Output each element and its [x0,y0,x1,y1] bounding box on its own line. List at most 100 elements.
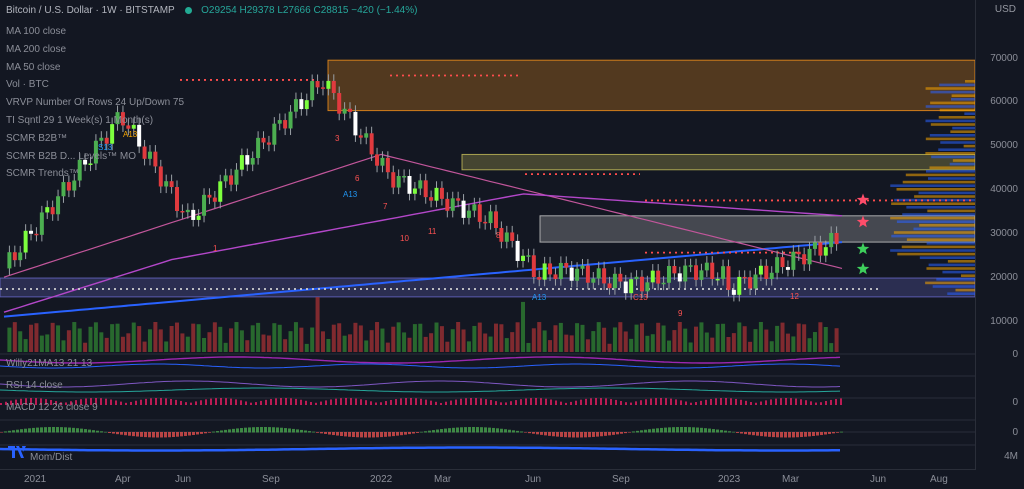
indicator-ma50[interactable]: MA 50 close [6,61,61,73]
volume-bar [180,333,185,352]
volume-bar [310,327,315,352]
mom-bar [464,427,467,433]
macd-hist-bar [670,398,672,405]
macd-hist-bar [75,400,77,405]
candle-body [439,187,444,199]
sequential-label: 3 [335,134,340,143]
macd-hist-bar [695,402,697,405]
mom-bar [384,432,387,437]
mom-bar [408,432,411,435]
volume-bar [223,342,228,352]
volume-profile-bar [926,242,975,245]
currency-button[interactable]: USD [994,4,1016,15]
macd-hist-bar [360,399,362,405]
mom-bar [656,428,659,433]
macd-hist-bar [715,398,717,405]
indicator-scmr-trends[interactable]: SCMR Trends™ [6,168,79,180]
volume-bar [202,337,207,352]
mom-bar [120,432,123,435]
time-label: Sep [262,474,280,485]
mom-bar [224,429,227,433]
mom-bar [552,432,555,437]
volume-bar [164,341,169,352]
candle-body [802,254,807,265]
mom-bar [480,427,483,433]
mom-label[interactable]: Mom/Dist [30,452,73,463]
volume-bar [737,322,742,352]
volume-profile-bar [891,234,975,238]
volume-bar [212,322,217,352]
zone-rect [0,277,976,298]
volume-bar [131,322,136,352]
volume-profile-bar [919,224,975,227]
volume-bar [320,331,325,352]
volume-bar [612,327,617,352]
macd-hist-bar [170,399,172,405]
indicator-ma100[interactable]: MA 100 close [6,26,67,37]
candle-body [61,182,66,197]
candle-body [542,263,547,280]
macd-hist-bar [220,398,222,405]
candle-body [558,262,563,280]
candle-body [391,172,396,188]
candle-body [175,187,180,212]
candle-body [515,240,520,261]
indicator-ma200[interactable]: MA 200 close [6,43,67,55]
candle-body [688,265,693,267]
price-axis[interactable]: USD 70000 60000 50000 40000 30000 20000 … [975,0,1024,470]
indicator-scmr-levels[interactable]: SCMR B2B D... Levels™ MO [6,150,137,162]
volume-profile-bar [952,126,975,130]
volume-profile-bar [929,166,975,169]
mom-bar [428,430,431,433]
sequential-label: 1 [213,244,218,253]
signal-star-icon [856,193,870,206]
volume-bar [742,326,747,352]
volume-bar [66,330,71,352]
volume-bar [256,322,261,352]
rsi-label[interactable]: RSI 14 close [6,380,63,391]
symbol-title[interactable]: Bitcoin / U.S. Dollar · 1W · BITSTAMP [6,5,175,16]
time-label: Mar [434,474,452,485]
mom-bar [676,427,679,433]
macd-hist-bar [620,400,622,405]
candle-body [142,146,147,159]
macd-hist-bar [275,398,277,405]
macd-hist-bar [365,400,367,405]
willy-axis-label: 0 [1012,349,1018,360]
mom-bar [208,432,211,433]
candle-body [396,175,401,188]
indicator-vrvp[interactable]: VRVP Number Of Rows 24 Up/Down 75 [6,97,185,109]
indicator-volume[interactable]: Vol · BTC [6,79,49,91]
mom-bar [172,432,175,438]
candle-body [445,198,450,211]
macd-label[interactable]: MACD 12 26 close 9 [6,402,98,413]
indicator-scmr-b2b[interactable]: SCMR B2B™ [6,132,68,144]
macd-hist-bar [235,399,237,405]
mom-bar [652,428,655,433]
candle-body [461,200,466,218]
mom-bar [12,430,15,433]
volume-bar [731,333,736,352]
willy-label[interactable]: Willy21MA13 21 13 [6,358,93,369]
volume-bar [434,322,439,352]
candle-body [553,274,558,280]
mom-bar [108,432,111,433]
macd-hist-bar [5,401,7,405]
macd-hist-bar [690,402,692,405]
mom-bar [812,432,815,436]
volume-bar [510,332,515,352]
mom-bar [828,432,831,434]
oscillator-line [0,380,841,388]
mom-bar [100,431,103,433]
volume-profile-bar [960,274,975,277]
mom-bar [764,432,767,437]
mom-bar [184,432,187,436]
volume-bar [596,322,601,352]
time-axis[interactable]: 2021 Apr Jun Sep 2022 Mar Jun Sep 2023 M… [0,469,976,489]
candle-body [585,265,590,283]
indicator-sequential[interactable]: TI Sqntl 29 1 Week(s) 1 Month(s) [6,114,154,126]
candle-body [612,273,617,289]
mom-bar [20,429,23,433]
macd-hist-bar [175,399,177,405]
